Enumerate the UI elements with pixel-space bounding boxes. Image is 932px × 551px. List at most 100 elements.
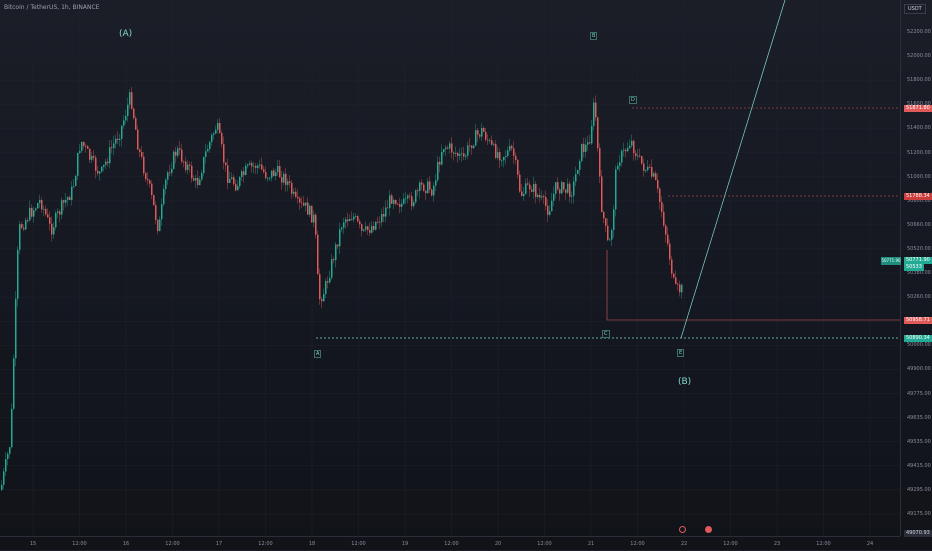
candle-body xyxy=(305,202,307,206)
candle-body xyxy=(155,205,157,220)
time-axis-label: 22 xyxy=(680,541,688,547)
candle-body xyxy=(393,200,395,204)
candle-body xyxy=(381,213,383,223)
candle-body xyxy=(421,182,423,185)
candle-body xyxy=(441,151,443,165)
candle-body xyxy=(635,153,637,157)
time-axis[interactable] xyxy=(0,536,900,551)
candle-body xyxy=(615,169,617,210)
candle-body xyxy=(363,229,365,231)
candle-body xyxy=(171,168,173,173)
candle-body xyxy=(621,150,623,163)
event-flag-icon[interactable] xyxy=(679,526,686,533)
wave-label-a[interactable]: A xyxy=(314,350,322,358)
candle-body xyxy=(303,202,305,206)
price-axis-label: 49535.00 xyxy=(907,438,931,445)
price-axis[interactable] xyxy=(900,0,932,536)
candle-body xyxy=(237,186,239,191)
time-axis-label: 12:00 xyxy=(165,541,180,547)
candle-body xyxy=(71,186,73,201)
projection-line[interactable] xyxy=(680,0,786,339)
candle-body xyxy=(463,153,465,157)
candle-body xyxy=(669,243,671,260)
candle-body xyxy=(379,221,381,223)
wave-label-big-a[interactable]: (A) xyxy=(119,29,133,39)
candle-body xyxy=(541,196,543,198)
candle-body xyxy=(67,197,69,200)
candle-body xyxy=(231,177,233,179)
wave-label-d[interactable]: D xyxy=(629,96,637,104)
candle-body xyxy=(233,177,235,184)
wave-label-c[interactable]: C xyxy=(602,330,610,338)
price-axis-label: 49175.00 xyxy=(907,511,931,517)
candle-body xyxy=(473,145,475,149)
candle-body xyxy=(127,104,129,117)
price-axis-label: 50800.00 xyxy=(907,197,931,204)
candle-body xyxy=(253,165,255,167)
candle-body xyxy=(409,195,411,197)
candle-body xyxy=(295,191,297,197)
candle-body xyxy=(461,153,463,155)
price-tag-upper: 51871.80 xyxy=(904,105,932,112)
candle-body xyxy=(447,147,449,149)
candle-body xyxy=(549,211,551,215)
candle-body xyxy=(279,166,281,178)
candle-body xyxy=(147,179,149,181)
candle-body xyxy=(217,123,219,130)
candle-body xyxy=(617,165,619,170)
candle-body xyxy=(405,198,407,200)
symbol-title[interactable]: Bitcoin / TetherUS, 1h, BINANCE xyxy=(4,4,100,11)
wave-label-big-b[interactable]: (B) xyxy=(678,377,692,387)
candle-body xyxy=(51,223,53,235)
price-tag-support: 50890.34 xyxy=(904,335,932,342)
candle-body xyxy=(453,152,455,154)
candle-body xyxy=(111,147,113,148)
candle-body xyxy=(161,204,163,220)
candle-body xyxy=(33,210,35,217)
candle-body xyxy=(609,239,611,241)
candle-body xyxy=(575,173,577,182)
currency-selector[interactable]: USDT xyxy=(904,4,926,14)
wave-label-e[interactable]: E xyxy=(677,349,685,357)
candle-body xyxy=(509,145,511,151)
candle-body xyxy=(675,277,677,284)
candle-body xyxy=(339,229,341,247)
price-axis-label: 50380.00 xyxy=(907,270,931,276)
candle-body xyxy=(547,205,549,215)
candle-body xyxy=(5,459,7,472)
price-axis-label: 50660.00 xyxy=(907,221,931,228)
candle-body xyxy=(437,161,439,181)
price-tag-bottom: 49070.93 xyxy=(904,530,932,537)
candle-body xyxy=(493,143,495,145)
candle-body xyxy=(223,144,225,163)
candle-body xyxy=(29,207,31,221)
c-level-box[interactable] xyxy=(606,250,900,321)
candle-body xyxy=(249,163,251,165)
candle-body xyxy=(505,156,507,157)
dividend-marker-icon[interactable] xyxy=(705,526,712,533)
candle-body xyxy=(211,134,213,142)
candle-body xyxy=(53,227,55,235)
time-axis-label: 19 xyxy=(401,541,409,547)
candle-body xyxy=(153,195,155,206)
candle-body xyxy=(195,177,197,181)
last-price-badge: 50771.90 xyxy=(881,257,901,265)
candle-body xyxy=(495,143,497,158)
price-tag-mid: 51788.34 xyxy=(904,193,932,200)
candle-body xyxy=(345,219,347,223)
candle-body xyxy=(531,189,533,192)
candle-body xyxy=(311,205,313,223)
candle-body xyxy=(117,138,119,141)
candle-body xyxy=(315,214,317,235)
candle-body xyxy=(661,202,663,212)
candle-body xyxy=(245,165,247,175)
candle-body xyxy=(407,195,409,199)
candle-body xyxy=(47,214,49,218)
candle-body xyxy=(309,205,311,215)
candle-body xyxy=(657,180,659,189)
candle-body xyxy=(573,181,575,196)
wave-label-b[interactable]: B xyxy=(590,32,598,40)
candle-body xyxy=(25,220,27,230)
candle-body xyxy=(91,156,93,160)
